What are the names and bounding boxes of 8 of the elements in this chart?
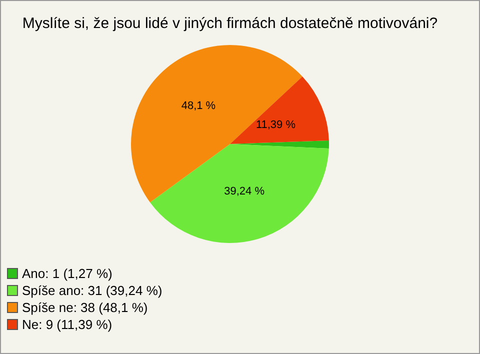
data-label: 11,39 % [256,119,296,132]
data-label: 48,1 % [181,100,216,112]
chart-title: Myslíte si, že jsou lidé v jiných firmách dostatečně motivováni? [22,15,438,32]
data-label: 39,24 % [224,185,265,198]
legend-label: Spíše ne: 38 (48,1 %) [21,299,149,316]
legend-label: Ano: 1 (1,27 %) [21,265,114,282]
legend-label: Ne: 9 (11,39 %) [21,316,114,333]
legend-label: Spíše ano: 31 (39,24 %) [21,282,162,299]
